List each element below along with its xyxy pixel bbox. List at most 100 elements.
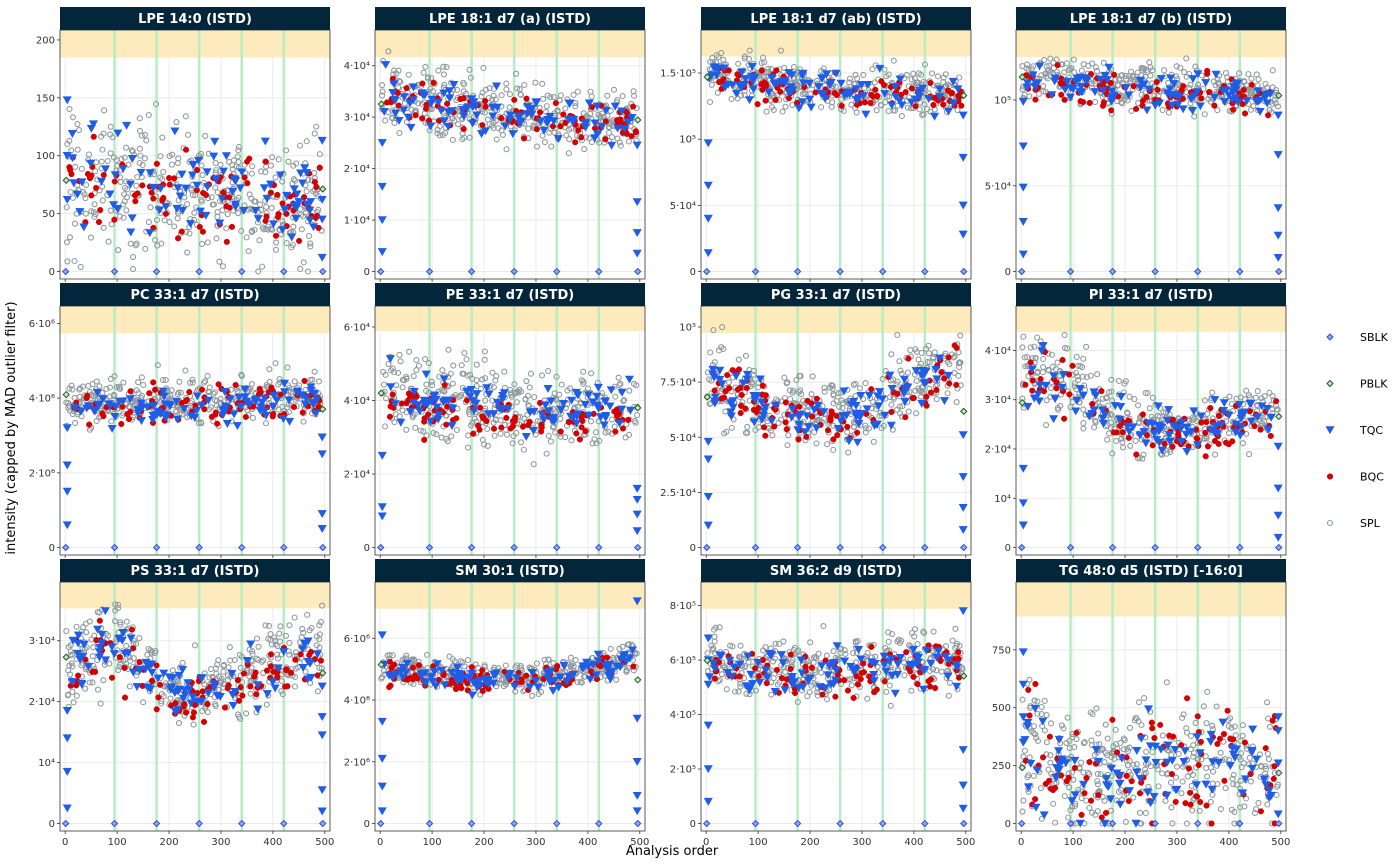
cap-band bbox=[375, 306, 645, 332]
spl-point bbox=[67, 188, 74, 196]
spl-point bbox=[492, 96, 499, 103]
tqc-point bbox=[136, 168, 146, 177]
spl-point bbox=[100, 130, 107, 137]
bqc-point bbox=[274, 191, 281, 198]
bqc-point bbox=[386, 413, 393, 420]
bqc-point bbox=[1119, 429, 1126, 436]
bqc-point bbox=[503, 414, 510, 421]
tqc-point bbox=[305, 216, 315, 225]
spl-point bbox=[141, 131, 149, 139]
bqc-point bbox=[630, 103, 637, 110]
bqc-point bbox=[441, 382, 448, 389]
spl-point bbox=[610, 86, 618, 93]
bqc-point bbox=[263, 213, 270, 220]
bqc-point bbox=[1116, 423, 1124, 430]
bqc-point bbox=[389, 391, 396, 398]
bqc-point bbox=[844, 423, 851, 430]
tqc-point bbox=[185, 220, 195, 229]
tqc-point bbox=[294, 198, 304, 206]
spl-point bbox=[198, 198, 205, 205]
spl-point bbox=[145, 111, 152, 119]
cap-band bbox=[701, 306, 971, 333]
tqc-point bbox=[292, 190, 302, 199]
facet-strip bbox=[60, 7, 330, 30]
bqc-point bbox=[1100, 99, 1107, 106]
y-tick-label: 2·10⁴ bbox=[344, 470, 370, 481]
bqc-point bbox=[1215, 412, 1222, 419]
y-tick-label: 5·10⁴ bbox=[670, 201, 696, 212]
spl-point bbox=[530, 122, 537, 129]
bqc-point bbox=[312, 214, 319, 221]
tqc-point bbox=[86, 159, 96, 168]
bqc-point bbox=[771, 423, 778, 430]
tqc-point bbox=[292, 203, 302, 212]
bqc-point bbox=[614, 117, 621, 124]
spl-point bbox=[619, 92, 626, 100]
spl-point bbox=[107, 150, 114, 157]
spl-point bbox=[532, 79, 539, 86]
spl-point bbox=[551, 129, 558, 136]
spl-point bbox=[454, 86, 461, 93]
spl-point bbox=[272, 174, 279, 181]
y-tick-label: 0 bbox=[364, 267, 370, 278]
bqc-point bbox=[127, 388, 134, 395]
bqc-point bbox=[232, 381, 239, 389]
spl-point bbox=[285, 158, 292, 165]
bqc-point bbox=[183, 146, 190, 153]
bqc-point bbox=[214, 420, 221, 427]
bqc-point bbox=[760, 424, 768, 431]
spl-point bbox=[498, 92, 505, 99]
tqc-point bbox=[210, 137, 220, 146]
spl-point bbox=[246, 191, 253, 198]
bqc-point bbox=[1211, 437, 1219, 445]
y-tick-label: 0 bbox=[1005, 543, 1011, 554]
spl-point bbox=[572, 103, 579, 110]
spl-point bbox=[175, 155, 182, 162]
bqc-point bbox=[912, 103, 919, 110]
spl-point bbox=[123, 144, 130, 151]
bqc-point bbox=[226, 194, 233, 201]
spl-point bbox=[556, 97, 563, 104]
tqc-point bbox=[154, 206, 165, 215]
bqc-point bbox=[403, 85, 410, 92]
spl-point bbox=[78, 165, 85, 172]
bqc-point bbox=[562, 119, 569, 126]
y-tick-label: 4·10⁴ bbox=[344, 396, 370, 407]
panel-background bbox=[60, 30, 330, 279]
spl-point bbox=[513, 85, 521, 92]
spl-point bbox=[539, 132, 546, 139]
spl-point bbox=[68, 147, 75, 154]
tqc-point bbox=[118, 165, 128, 173]
spl-point bbox=[136, 115, 143, 122]
spl-point bbox=[191, 216, 198, 224]
bqc-point bbox=[460, 95, 467, 102]
spl-point bbox=[533, 143, 541, 150]
spl-point bbox=[440, 71, 448, 78]
spl-point bbox=[248, 170, 255, 177]
bqc-point bbox=[908, 85, 915, 92]
spl-point bbox=[74, 121, 81, 128]
spl-point bbox=[503, 146, 510, 153]
tqc-point bbox=[188, 171, 198, 180]
bqc-point bbox=[783, 426, 790, 433]
bqc-point bbox=[498, 115, 505, 122]
bqc-point bbox=[1161, 440, 1168, 447]
tqc-point bbox=[300, 164, 310, 173]
bqc-point bbox=[1240, 86, 1247, 94]
bqc-point bbox=[1110, 429, 1117, 436]
bqc-point bbox=[538, 424, 545, 431]
spl-point bbox=[245, 248, 252, 255]
bqc-point bbox=[212, 409, 219, 416]
spl-point bbox=[92, 211, 99, 218]
bqc-point bbox=[220, 189, 227, 196]
tqc-point bbox=[113, 205, 123, 214]
spl-point bbox=[570, 91, 577, 98]
bqc-point bbox=[945, 354, 952, 361]
bqc-point bbox=[153, 160, 160, 167]
bqc-point bbox=[1229, 438, 1236, 445]
spl-point bbox=[269, 226, 276, 233]
spl-point bbox=[459, 136, 466, 143]
bqc-point bbox=[772, 96, 779, 103]
spl-point bbox=[489, 96, 496, 103]
